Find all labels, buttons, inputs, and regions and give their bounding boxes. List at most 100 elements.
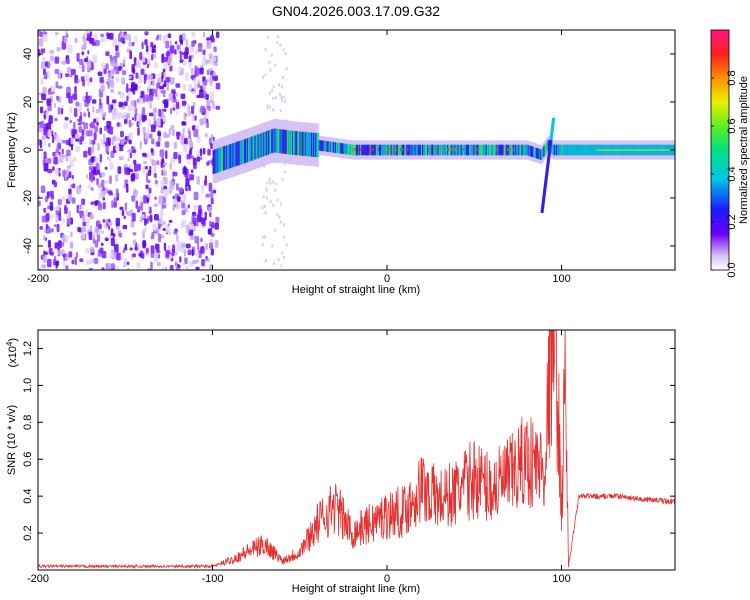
spectrogram-spike-cell <box>269 105 272 109</box>
spectrogram-spike-cell <box>261 242 264 246</box>
spectrogram-noise-cell <box>205 193 211 198</box>
spectrogram-noise-cell <box>89 213 94 220</box>
spectrogram-noise-cell <box>189 223 194 230</box>
spectrogram-noise-cell <box>86 37 90 42</box>
spectrogram-noise-cell <box>90 156 95 163</box>
spectrogram-ridge-cell <box>241 139 244 164</box>
snr-xtick-label: -200 <box>27 573 49 585</box>
spectrogram-crossing-cell <box>547 152 551 156</box>
spectrogram-ridge-cell <box>582 144 585 156</box>
spectrogram-noise-cell <box>206 161 210 166</box>
spectrogram-ridge-cell <box>243 139 246 164</box>
spectrogram-noise-cell <box>128 139 132 145</box>
spectrogram-ridge-cell <box>511 144 514 156</box>
spectrogram-ridge-cell <box>471 144 474 156</box>
spectrogram-ridge-cell <box>424 144 427 156</box>
spectrogram-noise-cell <box>109 54 113 60</box>
spectrogram-noise-cell <box>95 226 99 234</box>
spectrogram-ridge-cell <box>586 144 589 156</box>
spectrogram-noise-cell <box>169 65 173 72</box>
spectrogram-noise-cell <box>44 71 48 80</box>
spectrogram-ridge-cell <box>213 149 216 174</box>
spectrogram-noise-cell <box>155 36 159 41</box>
spectrogram-noise-cell <box>165 76 171 83</box>
spectrogram-noise-cell <box>145 44 149 52</box>
spectrogram-noise-cell <box>172 205 176 211</box>
spectrogram-noise-cell <box>116 76 120 83</box>
spectrogram-spike-cell <box>282 95 285 99</box>
spectrogram-ridge-cell <box>533 147 536 158</box>
spectrogram-ridge-cell <box>452 144 455 156</box>
spectrogram-noise-cell <box>206 40 212 49</box>
spectrogram-noise-cell <box>187 110 191 117</box>
spectrogram-crossing-cell <box>546 165 550 169</box>
spectrogram-noise-cell <box>115 174 119 182</box>
spectrogram-ridge-cell <box>222 146 225 171</box>
spectrogram-noise-cell <box>178 154 181 161</box>
spectrogram-noise-cell <box>172 244 176 254</box>
spectrogram-noise-cell <box>161 158 165 164</box>
spectrogram-spike-cell <box>283 100 286 104</box>
spectrogram-ridge-cell <box>244 138 247 163</box>
colorbar-label: Normalized spectral amplitude <box>738 76 750 224</box>
spectrogram-ridge-cell <box>311 132 314 157</box>
spectrogram-ridge-cell <box>331 141 334 153</box>
spectrogram-noise-cell <box>169 162 172 170</box>
spectrogram-ridge-cell <box>461 144 464 156</box>
spectrogram-noise-cell <box>88 231 93 240</box>
spectrogram-ridge-cell <box>344 143 347 155</box>
spectrogram-noise-cell <box>125 183 129 193</box>
spectrogram-noise-cell <box>106 95 110 105</box>
spectrogram-noise-cell <box>119 91 122 95</box>
spectrogram-noise-cell <box>94 40 100 46</box>
spectrogram-noise-cell <box>148 112 154 117</box>
spectrogram-ridge-cell <box>442 144 445 156</box>
spectrogram-ridge-cell <box>561 144 564 156</box>
spectrogram-ridge-cell <box>469 144 472 156</box>
spectrogram-noise-cell <box>127 149 132 153</box>
spectrogram-ridge-cell <box>228 144 231 169</box>
spectrogram-noise-cell <box>131 195 136 202</box>
spectrogram-ridge-cell <box>319 140 322 151</box>
spectrogram-ridge-cell <box>554 144 557 156</box>
spectrogram-ridge-cell <box>239 140 242 165</box>
spectrogram-ridge-cell <box>368 144 371 156</box>
spectrogram-crossing-cell <box>542 198 546 202</box>
spectrogram-ridge-cell <box>268 130 271 155</box>
spectrogram-noise-cell <box>209 238 214 243</box>
snr-series-line <box>38 330 675 570</box>
spectrogram-ridge-cell <box>559 144 562 156</box>
spectrogram-noise-cell <box>156 141 161 147</box>
spectrogram-ridge-cell <box>261 132 264 157</box>
spectrogram-ridge-cell <box>473 144 476 156</box>
spectrogram-noise-cell <box>102 202 106 210</box>
spectrogram-noise-cell <box>112 69 117 74</box>
spectrogram-noise-cell <box>129 50 132 60</box>
spectrogram-ridge-cell <box>297 131 300 156</box>
spectrogram-spike-cell <box>269 91 272 95</box>
spectrogram-noise-cell <box>186 224 190 234</box>
spectrogram-ridge-cell <box>566 144 569 156</box>
spectrogram-spike-cell <box>261 206 264 210</box>
spectrogram-ridge-cell <box>498 144 501 156</box>
snr-ytick-label: 1.2 <box>22 341 34 356</box>
spectrogram-crossing-cell <box>552 117 556 121</box>
spectrogram-noise-cell <box>53 258 56 266</box>
spectrogram-noise-cell <box>57 250 62 256</box>
spectrogram-noise-cell <box>101 62 106 69</box>
spectrogram-noise-cell <box>210 197 214 205</box>
spectrogram-ridge-cell <box>406 144 409 156</box>
spectrogram-ridge-cell <box>305 132 308 157</box>
spectrogram-noise-cell <box>154 196 157 200</box>
spectrogram-ridge-cell <box>508 144 511 156</box>
spectrogram-noise-cell <box>107 137 111 146</box>
spectrogram-ridge-cell <box>219 147 222 172</box>
spectrogram-ridge-cell <box>380 144 383 156</box>
colorbar-tick-label: 0.0 <box>726 262 738 277</box>
spectrogram-noise-cell <box>110 104 114 111</box>
spectrogram-noise-cell <box>87 184 91 190</box>
spectrogram-noise-cell <box>181 32 186 41</box>
spectrogram-ridge-cell <box>303 131 306 156</box>
spectrogram-ridge-cell <box>385 144 388 156</box>
